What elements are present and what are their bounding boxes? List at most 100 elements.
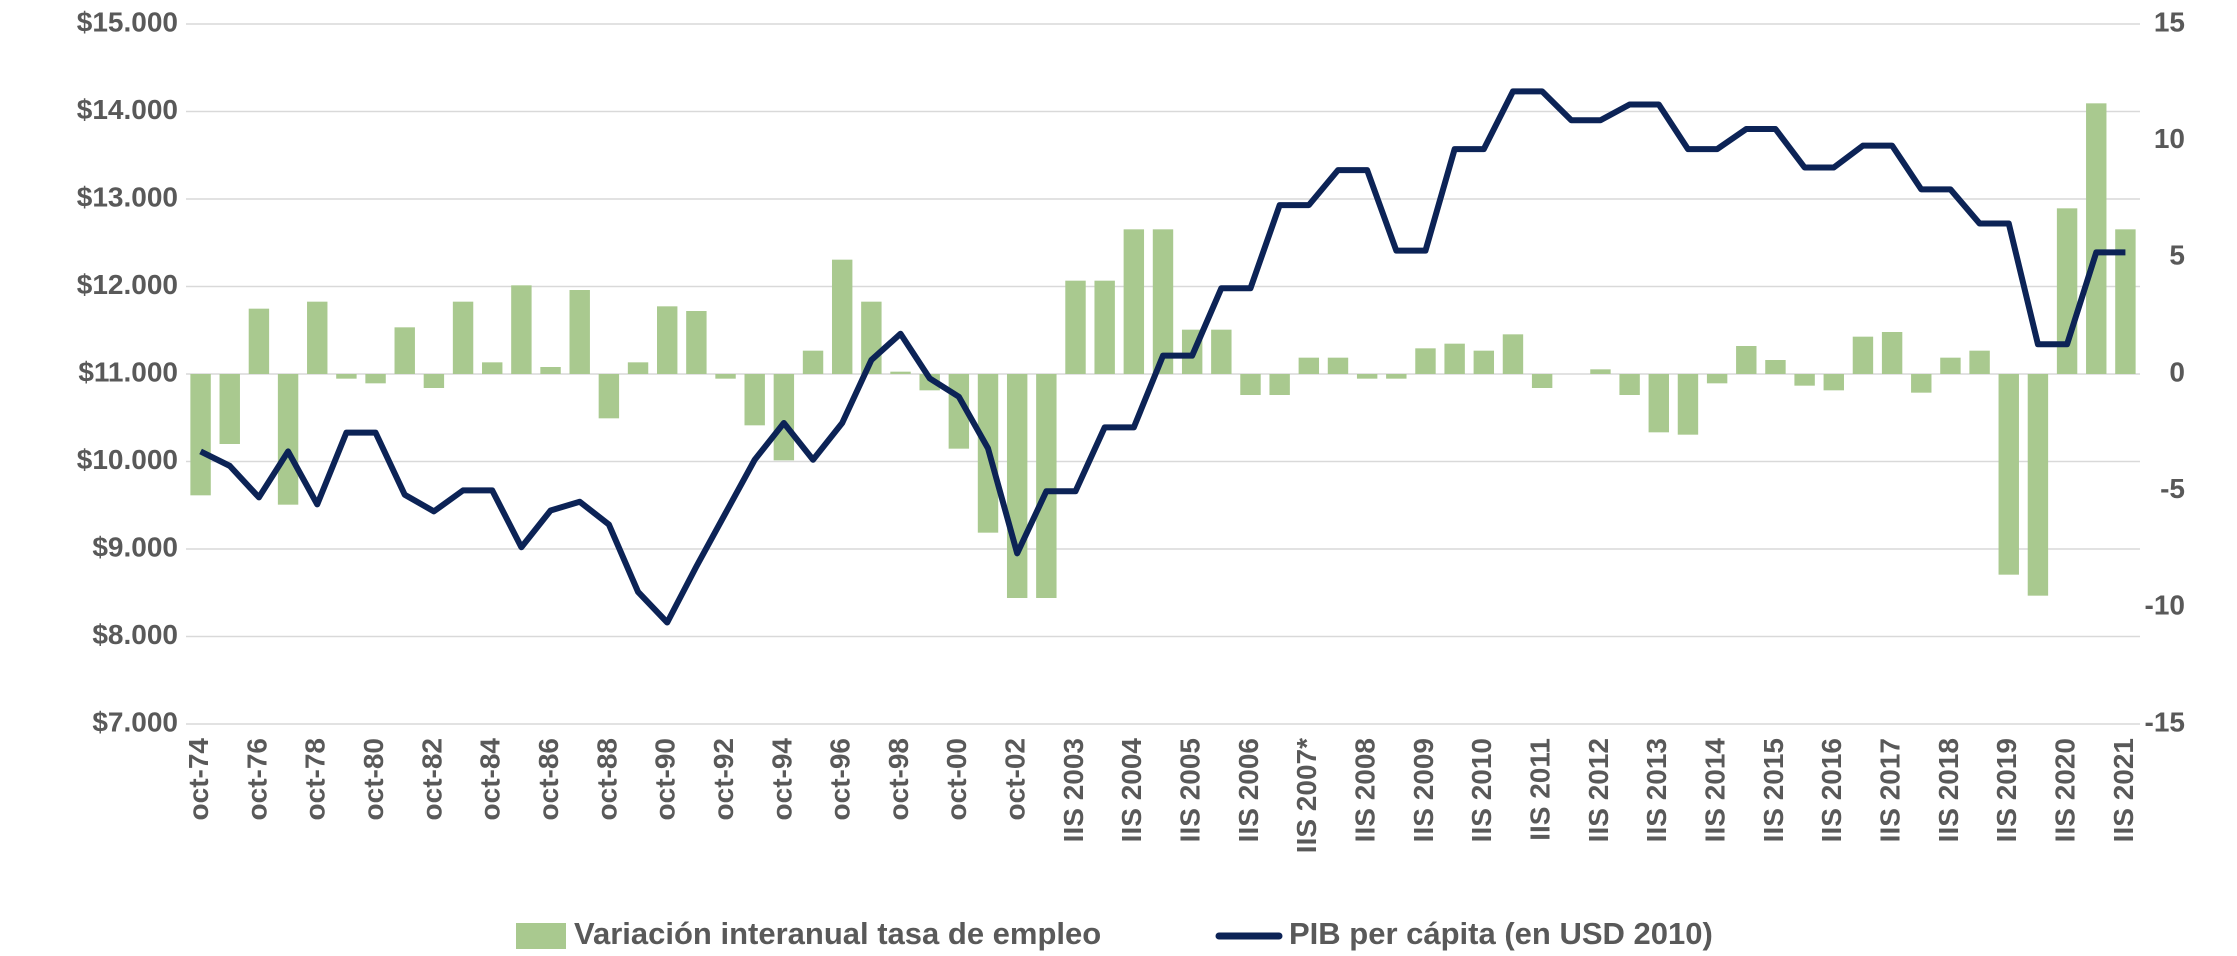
bar [2056,208,2078,374]
x-tick-label: IIS 2013 [1641,738,1672,842]
x-tick-label: IIS 2010 [1466,738,1497,842]
y2-tick-label: -5 [2160,473,2185,504]
y2-tick-label: -10 [2145,590,2185,621]
bar [715,374,736,379]
x-tick-label: IIS 2005 [1175,738,1206,842]
bar [627,362,649,374]
bar [1415,348,1436,374]
bar [657,306,678,374]
bar [1677,374,1699,435]
x-tick-label: oct-96 [825,738,856,820]
bar [1211,329,1232,374]
x-tick-label: oct-90 [650,738,681,820]
legend-label: Variación interanual tasa de empleo [574,916,1101,951]
bar [336,374,357,379]
bar [598,374,620,419]
y-tick-label: $9.000 [92,531,178,562]
bar [1065,280,1086,374]
bar [2115,229,2136,374]
x-tick-label: oct-00 [941,738,972,820]
y2-tick-label: 10 [2154,123,2185,154]
x-tick-label: oct-80 [358,738,389,820]
bar [1444,343,1465,374]
x-tick-label: oct-78 [300,738,331,820]
bar [1123,229,1145,374]
x-tick-label: oct-76 [241,738,272,820]
y2-tick-label: 5 [2169,240,2185,271]
bar [1269,374,1290,395]
x-tick-label: IIS 2006 [1233,738,1264,842]
y-tick-label: $14.000 [77,94,178,125]
bar [1590,369,1611,374]
bar [219,374,240,444]
legend-label: PIB per cápita (en USD 2010) [1289,916,1713,951]
bar [1531,374,1553,388]
bar [394,327,415,374]
bar [1298,357,1320,374]
x-tick-label: IIS 2003 [1058,738,1089,842]
bar [890,371,911,374]
x-tick-label: IIS 2017 [1874,738,1905,842]
bar [1706,374,1728,384]
x-tick-label: oct-74 [183,738,214,821]
bar [1386,374,1407,379]
x-tick-label: IIS 2007* [1291,738,1322,853]
x-tick-label: IIS 2015 [1758,738,1789,842]
bar [1940,357,1961,374]
bar [2086,103,2107,374]
bar [1036,374,1057,598]
bar [1765,360,1786,374]
bar [365,374,386,384]
bar [744,374,765,426]
bar [1998,374,2019,575]
x-tick-label: IIS 2020 [2049,738,2080,842]
x-tick-label: oct-98 [883,738,914,820]
x-tick-label: oct-94 [766,738,797,821]
bar [1969,350,1990,374]
x-tick-label: oct-84 [475,738,506,821]
x-tick-label: IIS 2016 [1816,738,1847,842]
x-tick-label: IIS 2008 [1350,738,1381,842]
x-tick-label: IIS 2012 [1583,738,1614,842]
bar [1911,374,1932,393]
bar [1327,357,1349,374]
y-tick-label: $12.000 [77,269,178,300]
x-tick-label: IIS 2011 [1525,738,1556,841]
line [199,88,2126,626]
bar [1240,374,1261,395]
bar [423,374,445,388]
x-tick-label: IIS 2009 [1408,738,1439,842]
bar [540,367,561,374]
bar [569,290,590,374]
bar [1006,374,1028,598]
bar [1881,332,1903,374]
x-tick-label: oct-02 [1000,738,1031,820]
bar [307,301,328,374]
bar [1619,374,1640,395]
bar [773,374,795,461]
bar [511,285,532,374]
bar [802,350,824,374]
y-tick-label: $15.000 [77,6,178,37]
bar [482,362,503,374]
x-tick-label: IIS 2018 [1933,738,1964,842]
y2-tick-label: -15 [2145,706,2185,737]
bar [831,259,853,374]
bar [452,301,474,374]
bar [1794,374,1815,386]
y-tick-label: $11.000 [78,356,178,387]
y-tick-label: $7.000 [92,706,178,737]
x-tick-label: IIS 2019 [1991,738,2022,842]
y2-tick-label: 15 [2154,6,2185,37]
bar [1852,336,1874,374]
bar [1473,350,1495,374]
x-tick-label: oct-82 [416,738,447,820]
x-tick-label: oct-92 [708,738,739,820]
bar [1094,280,1115,374]
y-tick-label: $10.000 [77,444,178,475]
bar [2027,374,2049,596]
bar [1356,374,1378,379]
x-tick-label: IIS 2021 [2108,738,2139,842]
y-tick-label: $8.000 [92,619,178,650]
legend-swatch [516,923,566,949]
